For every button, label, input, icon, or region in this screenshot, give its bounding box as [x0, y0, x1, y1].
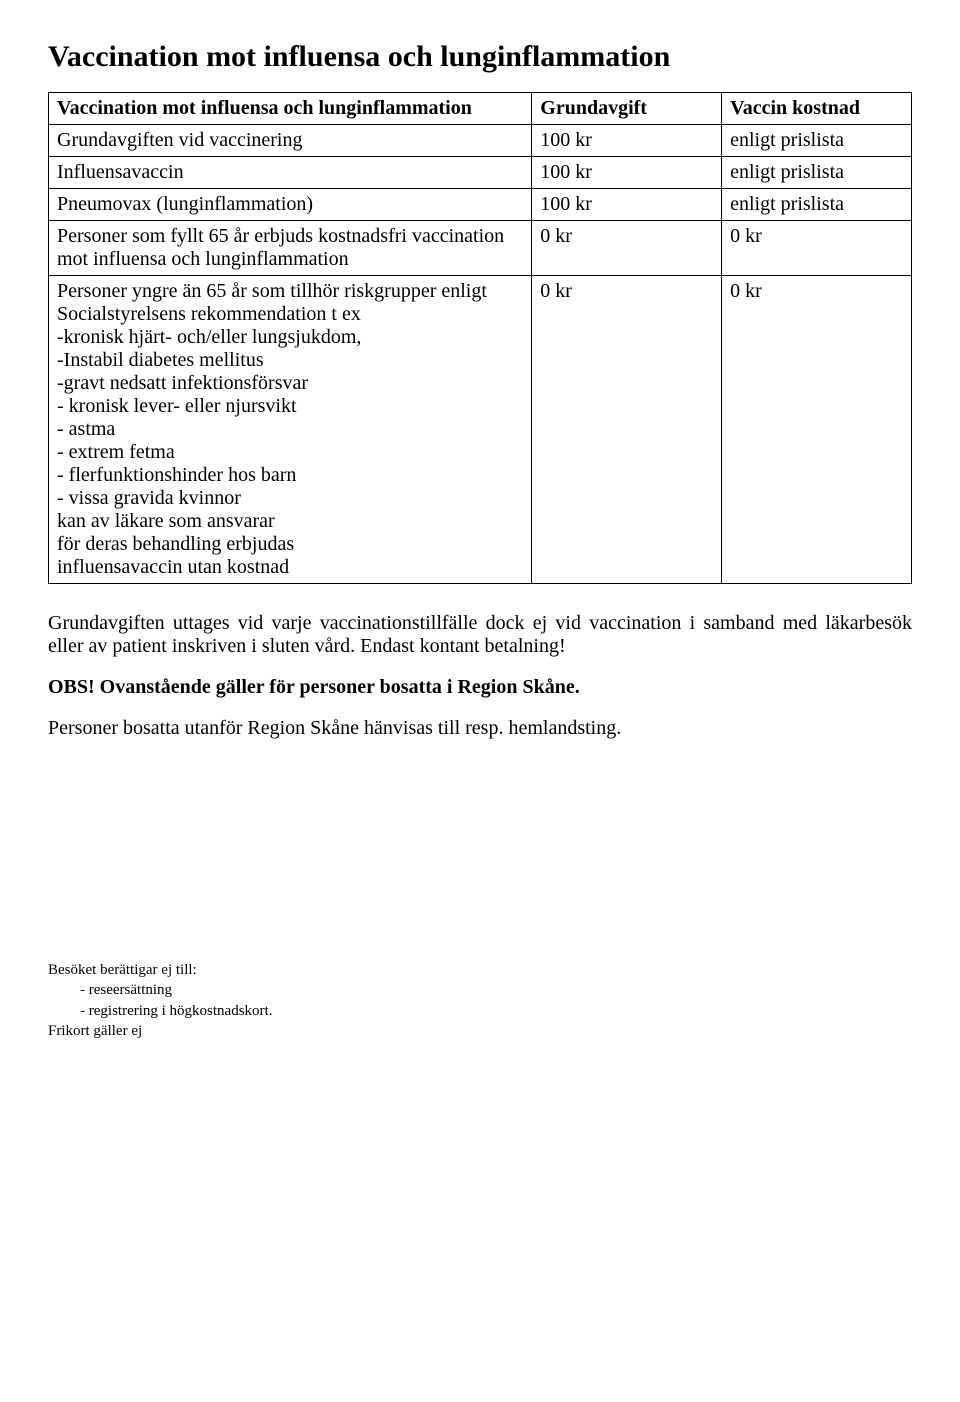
- table-row: Grundavgiften vid vaccinering 100 kr enl…: [49, 125, 912, 157]
- footnote-lead: Besöket berättigar ej till:: [48, 960, 912, 980]
- paragraph-outside-region: Personer bosatta utanför Region Skåne hä…: [48, 717, 912, 740]
- cell-cost: enligt prislista: [722, 157, 912, 189]
- paragraph-obs: OBS! Ovanstående gäller för personer bos…: [48, 676, 912, 699]
- page-title: Vaccination mot influensa och lunginflam…: [48, 40, 912, 74]
- footnote-item: - registrering i högkostnadskort.: [80, 1001, 912, 1021]
- table-row: Pneumovax (lunginflammation) 100 kr enli…: [49, 189, 912, 221]
- cell-desc: Personer som fyllt 65 år erbjuds kostnad…: [49, 221, 532, 276]
- paragraph-payment-info: Grundavgiften uttages vid varje vaccinat…: [48, 612, 912, 658]
- cell-cost: enligt prislista: [722, 125, 912, 157]
- footnote-item: - reseersättning: [80, 980, 912, 1000]
- cell-fee: 0 kr: [532, 221, 722, 276]
- table-row: Personer yngre än 65 år som tillhör risk…: [49, 276, 912, 584]
- cell-cost: 0 kr: [722, 221, 912, 276]
- cell-fee: 100 kr: [532, 157, 722, 189]
- header-fee: Grundavgift: [532, 93, 722, 125]
- cell-fee: 100 kr: [532, 125, 722, 157]
- header-desc: Vaccination mot influensa och lunginflam…: [49, 93, 532, 125]
- cell-desc: Grundavgiften vid vaccinering: [49, 125, 532, 157]
- footnote-final: Frikort gäller ej: [48, 1021, 912, 1041]
- footnote-block: Besöket berättigar ej till: - reseersätt…: [48, 960, 912, 1041]
- cell-fee: 100 kr: [532, 189, 722, 221]
- cell-desc: Personer yngre än 65 år som tillhör risk…: [49, 276, 532, 584]
- table-header-row: Vaccination mot influensa och lunginflam…: [49, 93, 912, 125]
- cell-fee: 0 kr: [532, 276, 722, 584]
- table-row: Influensavaccin 100 kr enligt prislista: [49, 157, 912, 189]
- cell-desc: Influensavaccin: [49, 157, 532, 189]
- table-row: Personer som fyllt 65 år erbjuds kostnad…: [49, 221, 912, 276]
- cell-desc: Pneumovax (lunginflammation): [49, 189, 532, 221]
- cell-cost: 0 kr: [722, 276, 912, 584]
- header-cost: Vaccin kostnad: [722, 93, 912, 125]
- cell-cost: enligt prislista: [722, 189, 912, 221]
- vaccination-table: Vaccination mot influensa och lunginflam…: [48, 92, 912, 584]
